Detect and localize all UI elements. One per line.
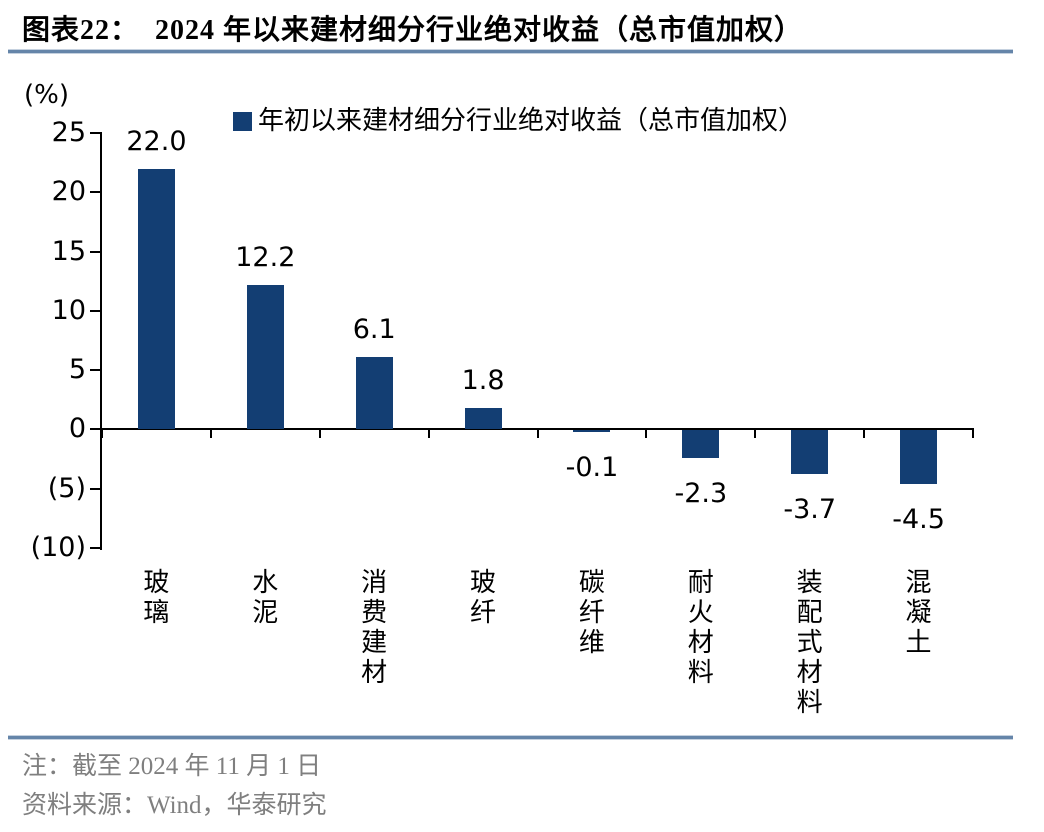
x-axis-tick <box>972 428 974 439</box>
figure-title: 图表22： 2024 年以来建材细分行业绝对收益（总市值加权） <box>22 15 804 46</box>
chart-bar <box>355 357 393 430</box>
x-category-label: 碳 纤 维 <box>578 568 605 657</box>
x-axis-tick <box>863 428 866 439</box>
x-axis-tick <box>318 428 321 439</box>
y-axis-unit-label: (%) <box>24 80 69 110</box>
bar-value-label: -2.3 <box>674 477 728 509</box>
y-axis-tick <box>90 369 102 372</box>
y-axis-tick-label: (5) <box>47 472 86 504</box>
bar-value-label: 22.0 <box>126 125 187 157</box>
x-category-label: 装 配 式 材 料 <box>796 568 823 717</box>
x-axis-tick <box>645 428 648 439</box>
legend-label: 年初以来建材细分行业绝对收益（总市值加权） <box>258 106 805 135</box>
x-category-label: 水 泥 <box>252 568 279 627</box>
bar-value-label: -3.7 <box>783 494 837 526</box>
chart-bar <box>573 430 611 432</box>
x-category-label: 玻 纤 <box>470 568 497 627</box>
chart-bar <box>246 284 284 430</box>
chart-bar <box>900 430 938 484</box>
chart-bar <box>791 430 829 475</box>
x-axis-tick <box>536 428 539 439</box>
y-axis-tick-label: 5 <box>68 354 86 386</box>
bar-value-label: 6.1 <box>352 314 396 346</box>
y-axis-tick <box>90 250 102 253</box>
footer-divider-line <box>8 735 1013 740</box>
x-axis-tick <box>101 428 103 439</box>
y-axis-tick <box>90 547 102 549</box>
y-axis-tick <box>90 132 102 134</box>
x-category-label: 耐 火 材 料 <box>687 568 714 687</box>
chart-bar <box>137 168 175 430</box>
figure-source: 资料来源：Wind，华泰研究 <box>22 792 327 819</box>
y-axis-tick-label: 10 <box>51 294 86 326</box>
y-axis-tick-label: 20 <box>51 176 86 208</box>
y-axis-tick-label: (10) <box>30 532 86 563</box>
chart-bar <box>682 430 720 458</box>
y-axis-tick <box>90 309 102 312</box>
x-axis-tick <box>209 428 212 439</box>
x-axis-tick <box>754 428 757 439</box>
bar-value-label: 12.2 <box>235 241 296 273</box>
legend-swatch-icon <box>233 112 252 131</box>
y-axis-tick <box>90 487 102 490</box>
x-category-label: 玻 璃 <box>143 568 170 627</box>
chart-bar <box>464 408 502 430</box>
bar-value-label: -0.1 <box>565 451 619 483</box>
figure-note: 注：截至 2024 年 11 月 1 日 <box>22 753 322 780</box>
y-axis-tick-label: 15 <box>51 235 86 267</box>
y-axis-tick-label: 25 <box>51 117 86 148</box>
x-axis-tick <box>427 428 430 439</box>
title-divider-line <box>8 49 1013 54</box>
bar-value-label: -4.5 <box>892 503 945 535</box>
y-axis-tick-label: 0 <box>68 413 86 445</box>
x-category-label: 消 费 建 材 <box>361 568 388 687</box>
y-axis-tick <box>90 428 102 431</box>
y-axis-tick <box>90 191 102 194</box>
x-category-label: 混 凝 土 <box>905 568 932 657</box>
y-axis-line <box>100 133 102 550</box>
bar-value-label: 1.8 <box>461 365 505 397</box>
